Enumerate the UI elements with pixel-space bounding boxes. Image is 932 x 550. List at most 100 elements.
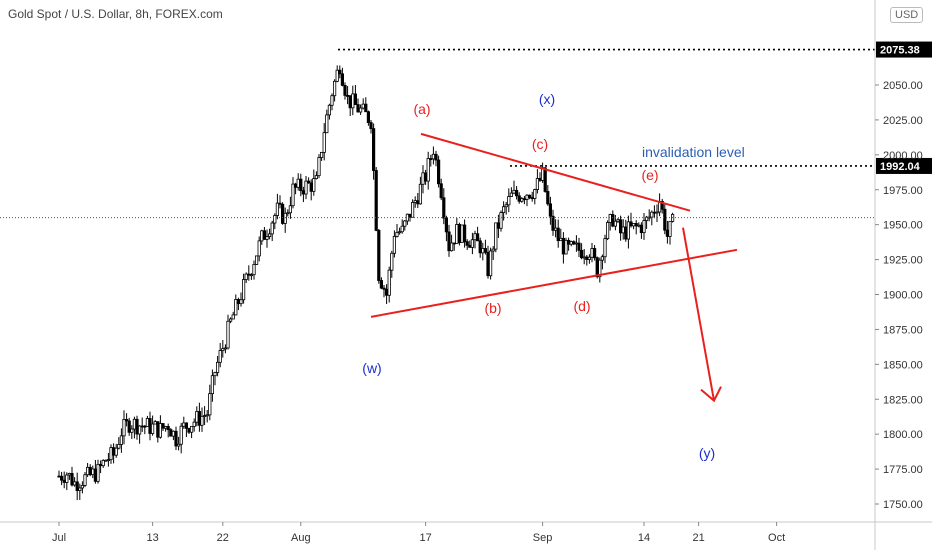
candle-body — [327, 104, 332, 116]
candle-body — [416, 200, 420, 205]
price-axis[interactable]: 1750.00 1775.00 1800.00 1825.00 1850.00 1875.… — [874, 0, 923, 550]
candle-body — [278, 202, 282, 205]
candle-body — [226, 320, 230, 349]
trendline-lower — [370, 248, 738, 318]
candle-body — [499, 212, 503, 229]
candle-body — [390, 252, 394, 271]
y-tick-label: 2025.00 — [883, 115, 923, 127]
candle-body — [423, 172, 428, 182]
time-axis[interactable]: Jul 13 22 Aug 17 Sep 14 21 Oct — [0, 521, 932, 544]
candle-body — [340, 73, 345, 86]
candle-body — [187, 427, 191, 433]
candle-body — [652, 211, 657, 214]
wave-label: (e) — [641, 167, 658, 183]
candle-body — [447, 231, 451, 252]
x-tick-label: 21 — [692, 532, 704, 544]
candle-body — [161, 423, 165, 429]
candle-body — [358, 107, 363, 113]
candle-body — [301, 190, 306, 195]
y-tick-label: 1900.00 — [883, 290, 923, 302]
candle-body — [106, 459, 110, 462]
candle-body — [262, 230, 267, 240]
candle-body — [319, 151, 324, 158]
candle-body — [457, 224, 462, 244]
candle-body — [218, 350, 222, 363]
candle-body — [239, 299, 243, 305]
candle-body — [598, 259, 602, 278]
candle-body — [247, 273, 251, 276]
candle-body — [444, 217, 449, 233]
trendline-upper — [420, 132, 691, 212]
wave-label: (y) — [699, 445, 715, 461]
candle-body — [57, 475, 61, 478]
candle-body — [528, 194, 532, 199]
y-tick-label: 2000.00 — [883, 150, 923, 162]
candle-body — [512, 189, 516, 194]
candle-body — [626, 221, 631, 240]
x-tick-label: Sep — [533, 532, 553, 544]
candle-body — [436, 159, 441, 185]
candle-body — [213, 372, 217, 377]
candle-body — [629, 221, 633, 227]
x-tick-label: 22 — [217, 532, 229, 544]
candle-body — [382, 287, 386, 290]
candle-body — [483, 248, 488, 253]
candle-body — [470, 239, 475, 248]
candle-body — [580, 249, 584, 259]
candle-body — [593, 248, 597, 259]
candle-body — [93, 468, 97, 482]
price-levels: 2075.38 1992.04 — [0, 41, 932, 219]
candle-body — [496, 222, 501, 229]
candle-body — [637, 224, 641, 227]
candle-body — [481, 248, 485, 254]
candle-body — [465, 241, 469, 246]
candle-body — [606, 222, 610, 240]
candle-body — [306, 180, 311, 184]
candle-body — [634, 223, 638, 227]
candle-body — [73, 481, 77, 486]
candle-body — [325, 114, 329, 134]
candle-body — [535, 178, 540, 190]
candle-body — [299, 178, 303, 192]
candle-body — [384, 288, 389, 296]
candle-body — [353, 93, 358, 105]
candle-body — [624, 226, 628, 240]
candle-body — [265, 236, 269, 240]
candle-body — [517, 195, 521, 202]
x-tick-label: Oct — [768, 532, 785, 544]
candle-body — [351, 93, 355, 109]
candle-body — [515, 189, 519, 197]
candle-body — [608, 214, 612, 223]
candle-body — [112, 447, 116, 456]
candle-body — [530, 197, 534, 200]
candle-body — [408, 213, 412, 218]
candle-body — [582, 256, 586, 259]
candle-body — [304, 180, 308, 195]
wave-label: (b) — [484, 300, 501, 316]
wave-labels: (a) (b) (c) (d) (e) (w) (x) (y) invalidation lev… — [362, 91, 744, 461]
candle-body — [283, 212, 287, 224]
candle-body — [538, 178, 542, 181]
projection-arrow-head — [700, 386, 722, 403]
candle-body — [288, 205, 293, 214]
candle-body — [338, 69, 342, 75]
y-tick-label: 1875.00 — [883, 324, 923, 336]
candle-body — [163, 426, 168, 429]
currency-button[interactable]: USD — [890, 7, 924, 23]
candle-body — [91, 468, 95, 476]
candle-body — [619, 219, 623, 234]
y-tick-label: 1950.00 — [883, 220, 923, 232]
candle-body — [179, 425, 183, 445]
candle-body — [60, 475, 64, 481]
candle-body — [228, 318, 233, 322]
candle-body — [254, 255, 259, 265]
candle-body — [80, 485, 84, 489]
candle-body — [486, 251, 490, 277]
candle-body — [343, 84, 347, 96]
candle-body — [668, 220, 672, 237]
candle-body — [101, 460, 105, 467]
candle-body — [494, 222, 498, 250]
candle-body — [78, 487, 82, 492]
candle-body — [639, 224, 644, 234]
